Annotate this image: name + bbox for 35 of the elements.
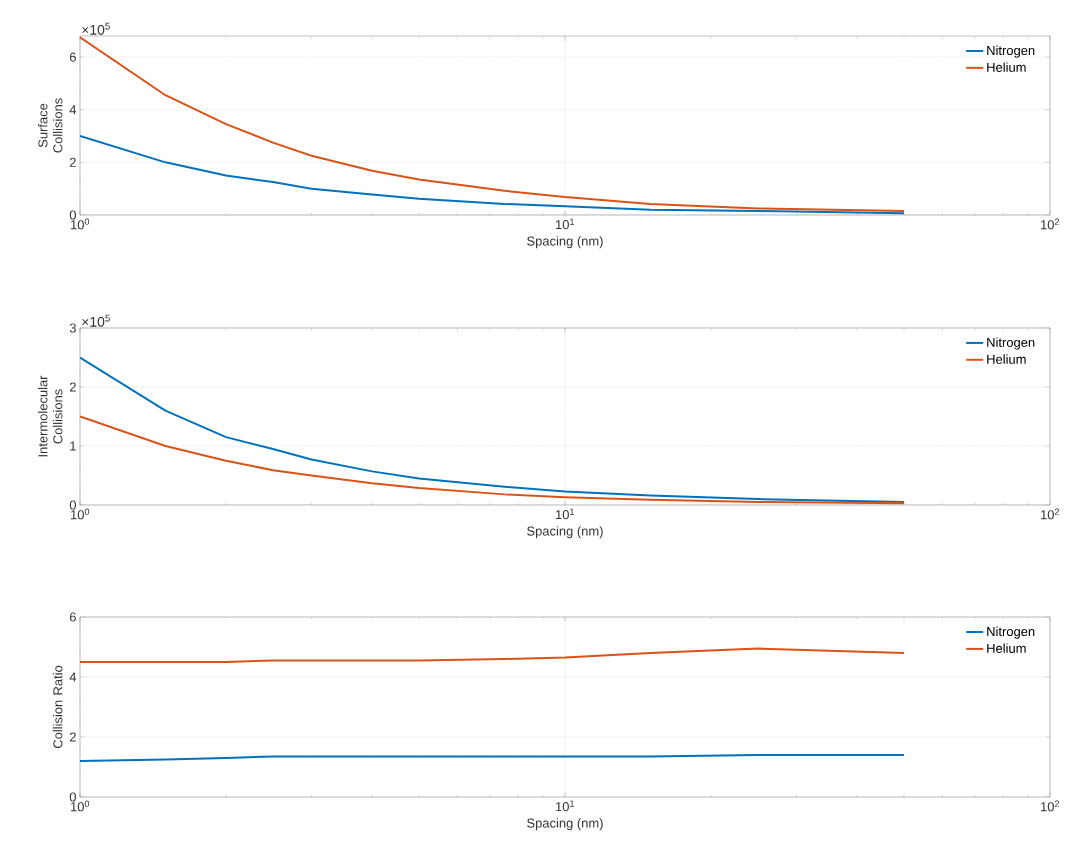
y-tick-label: 2 (69, 732, 76, 742)
text: ×10$^{5}$ (82, 22, 110, 35)
y-tick-label: 4 (69, 672, 77, 682)
x-axis-title: Spacing (nm) (527, 526, 603, 539)
y-tick-label: 6 (69, 612, 76, 622)
x-tick-label: 10$^{0}$ (71, 508, 90, 520)
y-axis-title: Collision Ratio (52, 665, 63, 749)
x-tick-label: 10$^{0}$ (71, 800, 90, 812)
x-tick-label: 10$^{2}$ (1041, 508, 1060, 520)
y-tick-label: 2 (69, 157, 76, 167)
y-axis-title: Surface Collisions (37, 98, 63, 153)
x-tick-label: 10$^{2}$ (1041, 218, 1060, 230)
y-tick-label: 6 (69, 52, 76, 62)
x-tick-label: 10$^{2}$ (1041, 800, 1060, 812)
text: ×10$^{5}$ (82, 314, 110, 327)
legend-label: Nitrogen (987, 626, 1035, 639)
x-tick-label: 10$^{1}$ (556, 218, 575, 230)
y-tick-label: 0 (69, 500, 76, 510)
y-tick-label: 0 (69, 792, 76, 802)
x-axis-title: Spacing (nm) (527, 236, 603, 249)
x-tick-label: 10$^{1}$ (556, 800, 575, 812)
x-tick-label: 10$^{0}$ (71, 218, 90, 230)
x-tick-label: 10$^{1}$ (556, 508, 575, 520)
y-tick-label: 3 (69, 323, 76, 333)
y-tick-label: 1 (70, 441, 76, 451)
legend-label: Nitrogen (987, 337, 1035, 350)
legend-label: Helium (987, 643, 1026, 653)
legend-label: Helium (987, 62, 1026, 72)
x-axis-title: Spacing (nm) (527, 818, 603, 831)
y-tick-label: 0 (69, 210, 76, 220)
y-tick-label: 4 (69, 105, 77, 115)
y-tick-label: 2 (69, 382, 76, 392)
legend-label: Helium (987, 354, 1026, 364)
legend-label: Nitrogen (987, 45, 1035, 58)
y-axis-title: Intermolecular Collisions (37, 375, 63, 457)
